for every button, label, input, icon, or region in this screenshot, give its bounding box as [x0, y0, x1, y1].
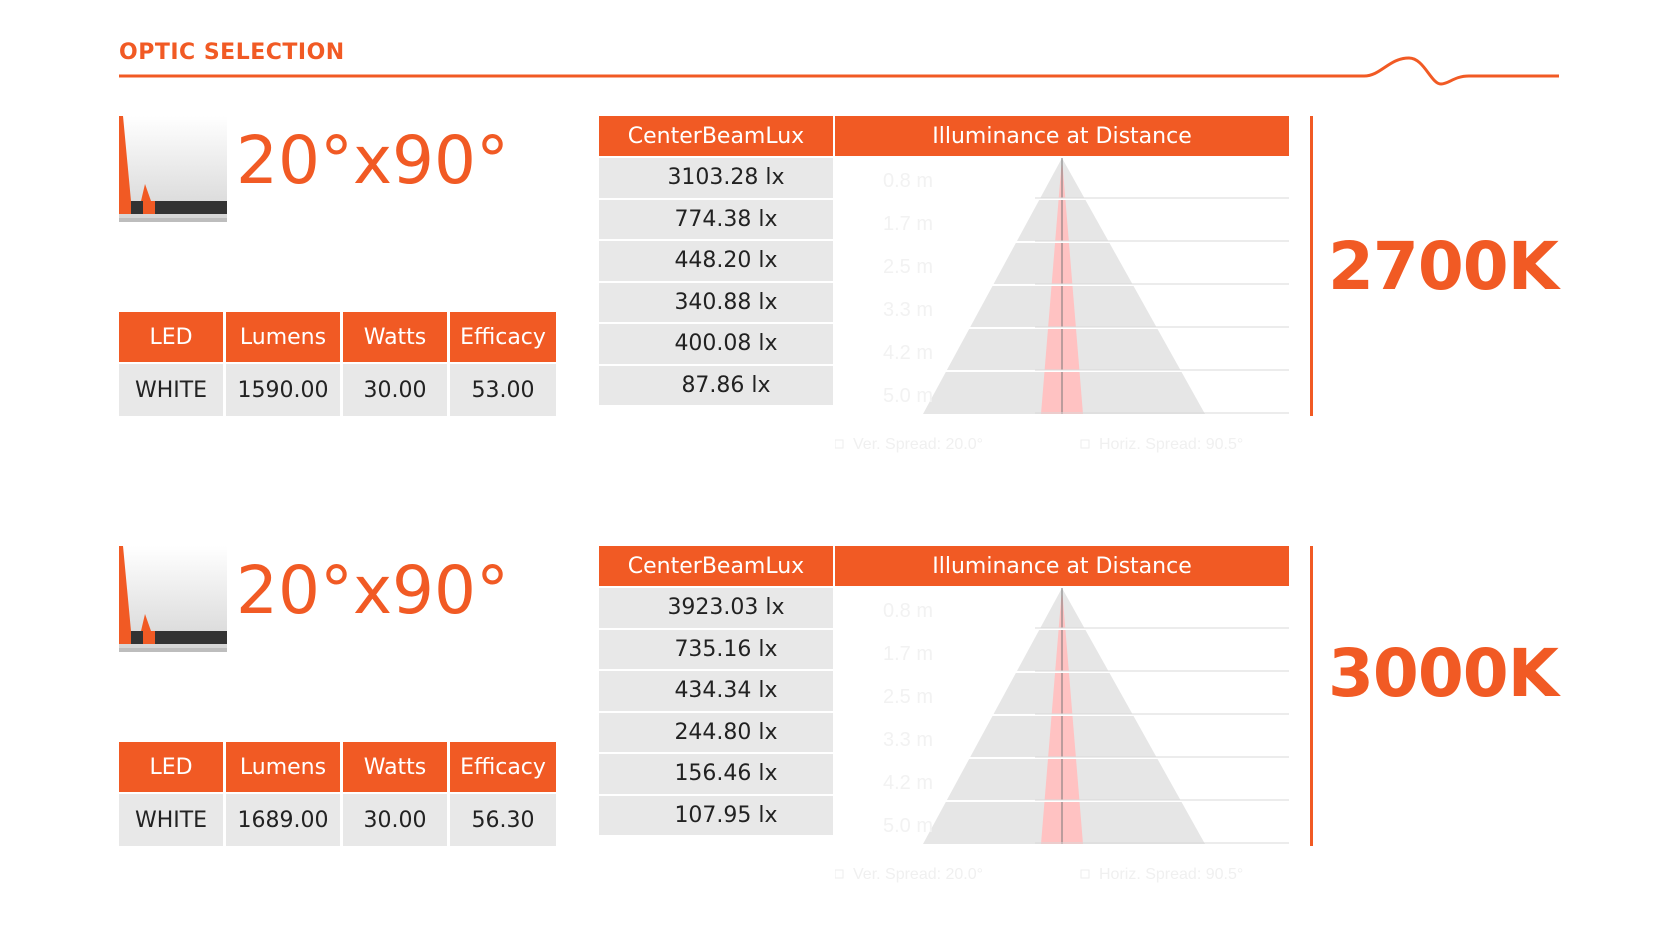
- distance-label: 0.8 m: [883, 600, 933, 622]
- lux-cell: 244.80 lx: [599, 710, 833, 752]
- lux-cell: 448.20 lx: [599, 239, 833, 281]
- led-value: WHITE: [119, 362, 226, 416]
- color-temperature: 2700K: [1328, 228, 1559, 305]
- lux-cell: 735.16 lx: [599, 627, 833, 669]
- lux-cell: 87.86 lx: [599, 363, 833, 405]
- page-title: OPTIC SELECTION: [119, 40, 345, 65]
- header-illuminance-distance: Illuminance at Distance: [835, 116, 1289, 156]
- illuminance-table: CenterBeamLux Illuminance at Distance 39…: [599, 546, 1289, 883]
- lux-cell: 774.38 lx: [599, 197, 833, 239]
- header-watts: Watts: [343, 742, 450, 792]
- optic-profile-icon: [119, 116, 227, 222]
- spread-legend: Ver. Spread: 20.0° Horiz. Spread: 90.5°: [835, 436, 1243, 453]
- distance-label: 1.7 m: [883, 643, 933, 665]
- optic-section-2: 20°x90° LED Lumens Watts Efficacy WHITE …: [0, 431, 1654, 883]
- distance-label: 4.2 m: [883, 772, 933, 794]
- table-row: WHITE 1689.00 30.00 56.30: [119, 792, 559, 846]
- header-watts: Watts: [343, 312, 450, 362]
- lux-cell: 434.34 lx: [599, 669, 833, 711]
- led-value: WHITE: [119, 792, 226, 846]
- distance-label: 1.7 m: [883, 213, 933, 235]
- header-centerbeamlux: CenterBeamLux: [599, 116, 835, 156]
- distance-label: 0.8 m: [883, 170, 933, 192]
- distance-label: 2.5 m: [883, 256, 933, 278]
- efficacy-value: 53.00: [450, 362, 559, 416]
- specs-table: LED Lumens Watts Efficacy WHITE 1590.00 …: [119, 312, 559, 416]
- lux-cell: 340.88 lx: [599, 280, 833, 322]
- optic-section-1: 20°x90° LED Lumens Watts Efficacy WHITE …: [0, 0, 1654, 453]
- watts-value: 30.00: [343, 362, 450, 416]
- distance-label: 5.0 m: [883, 815, 933, 837]
- table-row: WHITE 1590.00 30.00 53.00: [119, 362, 559, 416]
- horizontal-spread-label: Horiz. Spread: 90.5°: [1099, 436, 1243, 453]
- horizontal-spread-label: Horiz. Spread: 90.5°: [1099, 866, 1243, 883]
- illuminance-table: CenterBeamLux Illuminance at Distance 31…: [599, 116, 1289, 453]
- optic-name: 20°x90°: [236, 552, 510, 629]
- lux-cell: 107.95 lx: [599, 793, 833, 835]
- lumens-value: 1590.00: [226, 362, 343, 416]
- distance-label: 2.5 m: [883, 686, 933, 708]
- temperature-divider: [1310, 116, 1313, 416]
- header-divider: [119, 56, 1559, 86]
- beam-diagram: 0.8 m 1.7 m 2.5 m 3.3 m 4.2 m 5.0 m: [835, 158, 1289, 414]
- header-lumens: Lumens: [226, 742, 343, 792]
- header-illuminance-distance: Illuminance at Distance: [835, 546, 1289, 586]
- efficacy-value: 56.30: [450, 792, 559, 846]
- distance-label: 3.3 m: [883, 299, 933, 321]
- lux-cell: 3923.03 lx: [599, 586, 833, 628]
- header-efficacy: Efficacy: [450, 312, 559, 362]
- distance-label: 3.3 m: [883, 729, 933, 751]
- lux-cell: 400.08 lx: [599, 322, 833, 364]
- header-led: LED: [119, 742, 226, 792]
- lux-cell: 156.46 lx: [599, 752, 833, 794]
- color-temperature: 3000K: [1328, 635, 1559, 712]
- header-centerbeamlux: CenterBeamLux: [599, 546, 835, 586]
- header-efficacy: Efficacy: [450, 742, 559, 792]
- optic-name: 20°x90°: [236, 122, 510, 199]
- header-lumens: Lumens: [226, 312, 343, 362]
- optic-profile-icon: [119, 546, 227, 652]
- spread-legend: Ver. Spread: 20.0° Horiz. Spread: 90.5°: [835, 866, 1243, 883]
- distance-label: 5.0 m: [883, 385, 933, 407]
- lux-cell: 3103.28 lx: [599, 156, 833, 198]
- vertical-spread-label: Ver. Spread: 20.0°: [853, 436, 983, 453]
- specs-table: LED Lumens Watts Efficacy WHITE 1689.00 …: [119, 742, 559, 846]
- watts-value: 30.00: [343, 792, 450, 846]
- temperature-divider: [1310, 546, 1313, 846]
- beam-diagram: 0.8 m 1.7 m 2.5 m 3.3 m 4.2 m 5.0 m: [835, 588, 1289, 844]
- lumens-value: 1689.00: [226, 792, 343, 846]
- distance-label: 4.2 m: [883, 342, 933, 364]
- vertical-spread-label: Ver. Spread: 20.0°: [853, 866, 983, 883]
- header-led: LED: [119, 312, 226, 362]
